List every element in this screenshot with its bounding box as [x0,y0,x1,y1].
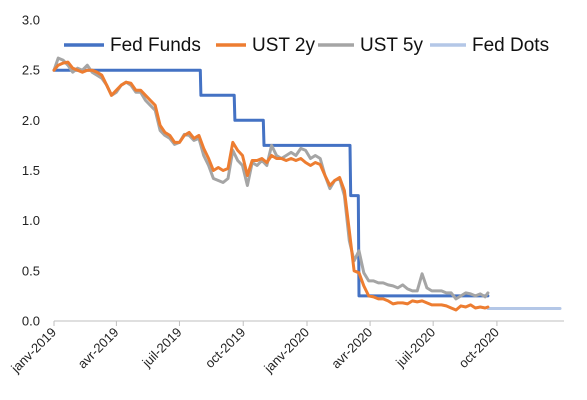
y-tick-label: 2.5 [22,63,40,78]
x-tick-label: avr-2020 [328,325,375,372]
x-tick-label: janv-2020 [260,325,312,377]
y-tick-label: 1.5 [22,163,40,178]
y-tick-label: 2.0 [22,113,40,128]
series-line-ust-2y [52,60,490,312]
legend-item-fed-dots: Fed Dots [430,35,549,56]
legend-label-ust-2y: UST 2y [252,35,316,56]
legend-item-ust-2y: UST 2y [216,35,316,56]
x-tick-label: avr-2019 [75,325,122,372]
x-tick-label: juil-2019 [139,325,185,371]
x-tick-label: juil-2020 [392,325,438,371]
x-tick-label: oct-2019 [202,325,248,371]
series-line-fed-funds [52,68,490,298]
axes: 0.0 0.5 1.0 1.5 2.0 2.5 3.0 janv-2019 avr-2019 ju… [7,13,564,377]
y-tick-label: 1.0 [22,213,40,228]
legend: Fed Funds UST 2y UST 5y Fed Dots [64,35,549,56]
x-tick-label: oct-2020 [456,325,502,371]
series-line-ust-5y [52,56,490,301]
y-tick-label: 0.0 [22,314,40,329]
legend-label-fed-dots: Fed Dots [472,35,549,56]
legend-label-ust-5y: UST 5y [360,35,424,56]
y-tick-label: 0.5 [22,263,40,278]
y-tick-label: 3.0 [22,13,40,28]
legend-item-ust-5y: UST 5y [318,35,424,56]
legend-item-fed-funds: Fed Funds [64,35,201,56]
legend-label-fed-funds: Fed Funds [110,35,201,56]
x-tick-label: janv-2019 [7,325,59,377]
